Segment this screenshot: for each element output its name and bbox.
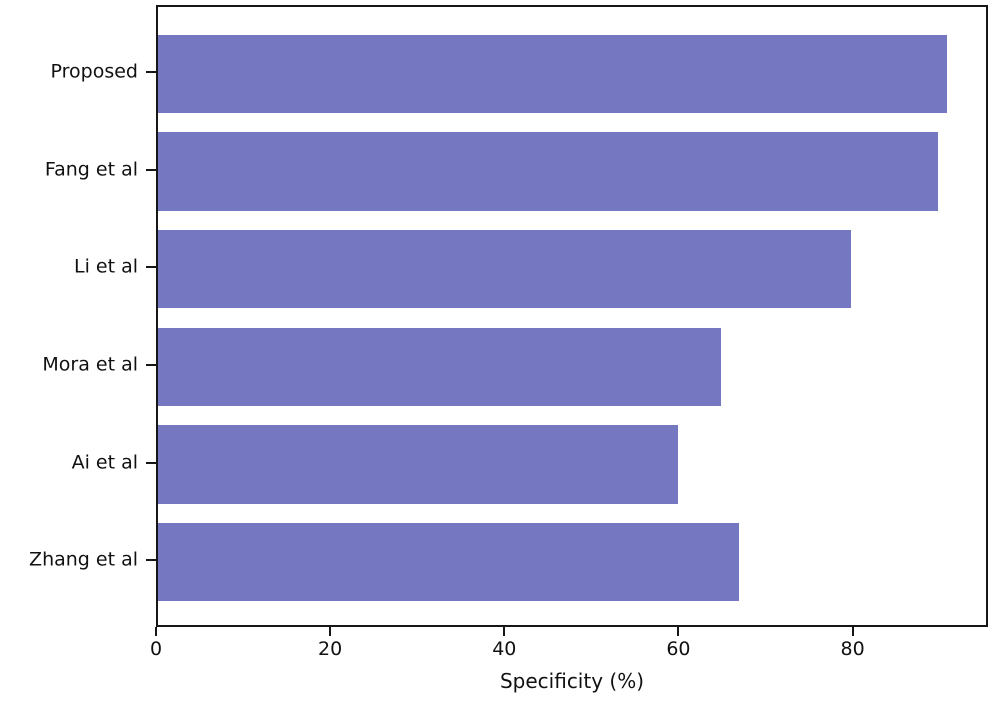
y-tick-label-li-et-al: Li et al bbox=[73, 255, 138, 278]
y-tick-label-proposed: Proposed bbox=[50, 60, 138, 83]
y-tick-mark bbox=[146, 363, 156, 366]
x-tick-mark bbox=[677, 627, 680, 636]
x-tick-label-40: 40 bbox=[492, 638, 517, 660]
y-tick-label-zhang-et-al: Zhang et al bbox=[29, 548, 138, 571]
x-tick-label-20: 20 bbox=[318, 638, 343, 660]
y-tick-mark bbox=[146, 461, 156, 464]
x-axis-title: Specificity (%) bbox=[499, 669, 645, 693]
x-tick-mark bbox=[503, 627, 506, 636]
x-tick-label-0: 0 bbox=[149, 638, 163, 660]
y-tick-mark bbox=[146, 559, 156, 562]
y-tick-mark bbox=[146, 70, 156, 73]
y-axis-ticks bbox=[146, 5, 156, 627]
bar-proposed bbox=[158, 34, 947, 113]
y-tick-label-ai-et-al: Ai et al bbox=[71, 451, 138, 474]
x-axis: 0 20 40 60 80 bbox=[150, 627, 988, 672]
y-tick-label-fang-et-al: Fang et al bbox=[44, 158, 138, 181]
y-axis-labels: Proposed Fang et al Li et al Mora et al Ai e… bbox=[0, 5, 140, 627]
x-tick-label-60: 60 bbox=[666, 638, 691, 660]
bar-mora-et-al bbox=[158, 327, 722, 406]
bar-zhang-et-al bbox=[158, 523, 739, 602]
y-tick-label-mora-et-al: Mora et al bbox=[42, 353, 138, 376]
y-tick-mark bbox=[146, 168, 156, 171]
bars-container bbox=[158, 7, 986, 625]
x-tick-mark bbox=[851, 627, 854, 636]
bar-ai-et-al bbox=[158, 425, 678, 504]
bar-li-et-al bbox=[158, 230, 852, 309]
x-tick-label-80: 80 bbox=[840, 638, 865, 660]
y-tick-mark bbox=[146, 266, 156, 269]
x-tick-mark bbox=[329, 627, 332, 636]
plot-area bbox=[156, 5, 988, 627]
x-tick-mark bbox=[155, 627, 157, 636]
bar-fang-et-al bbox=[158, 132, 938, 211]
